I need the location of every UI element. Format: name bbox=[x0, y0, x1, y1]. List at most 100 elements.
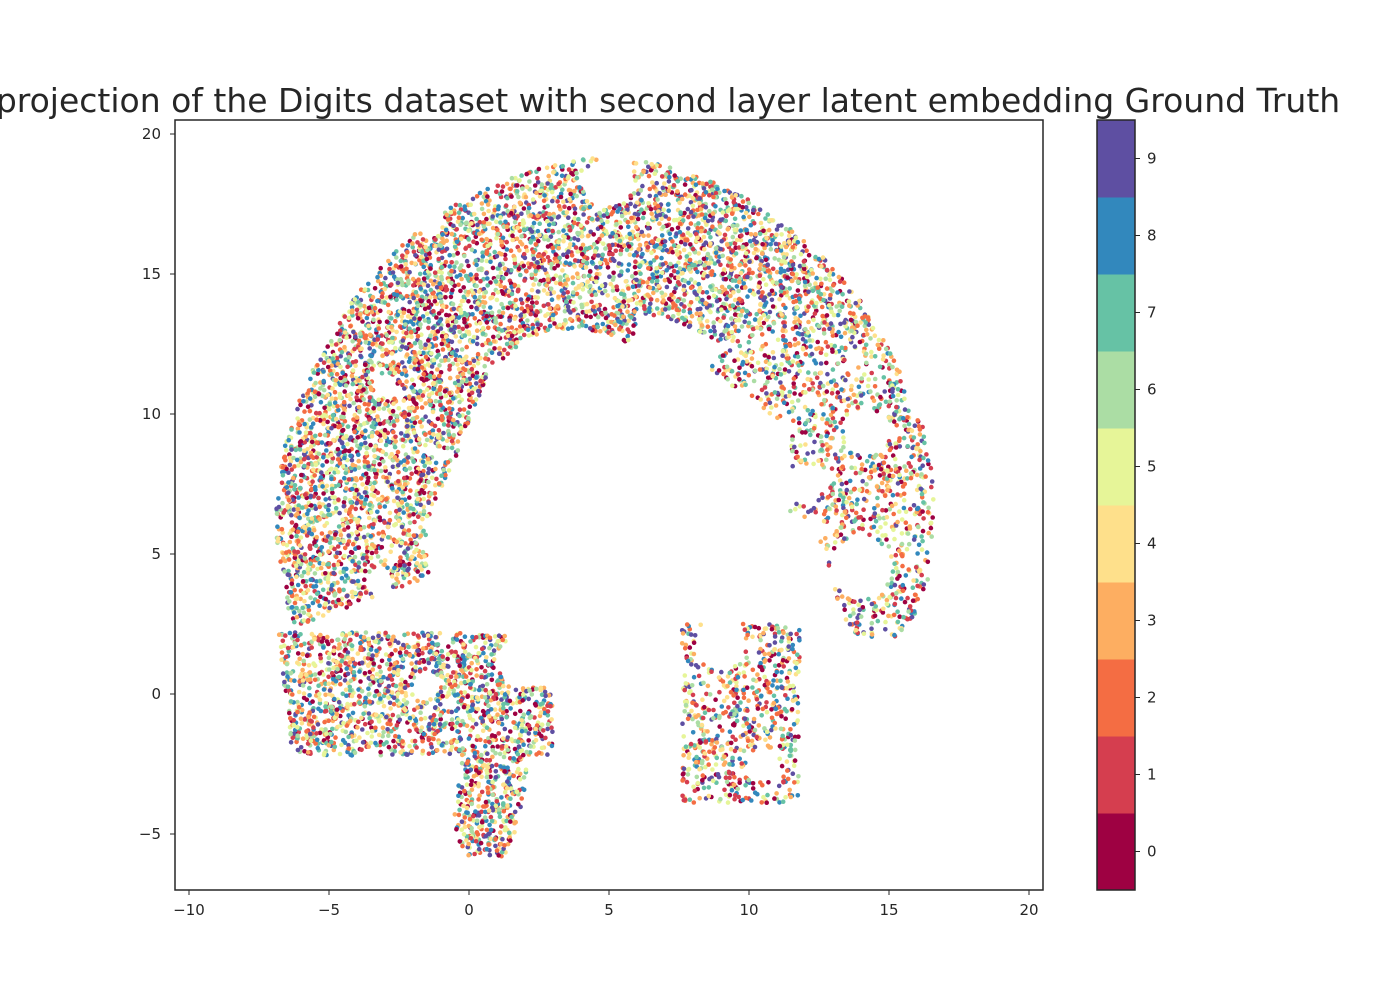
scatter-point bbox=[566, 215, 571, 220]
scatter-point bbox=[332, 744, 338, 749]
scatter-point bbox=[773, 403, 779, 408]
scatter-point bbox=[483, 743, 488, 749]
scatter-point bbox=[295, 529, 301, 534]
scatter-point bbox=[667, 165, 673, 170]
scatter-point bbox=[447, 264, 453, 269]
scatter-point bbox=[539, 182, 545, 187]
scatter-point bbox=[439, 270, 445, 276]
scatter-point bbox=[790, 642, 796, 648]
scatter-point bbox=[566, 295, 571, 300]
scatter-point bbox=[354, 307, 360, 313]
scatter-point bbox=[394, 329, 399, 335]
scatter-point bbox=[521, 332, 527, 338]
scatter-point bbox=[903, 573, 909, 578]
scatter-point bbox=[342, 545, 348, 551]
scatter-point bbox=[911, 578, 916, 583]
scatter-point bbox=[706, 785, 712, 790]
scatter-point bbox=[356, 426, 362, 431]
scatter-point bbox=[588, 229, 593, 235]
scatter-point bbox=[339, 414, 344, 420]
scatter-point bbox=[681, 247, 687, 253]
scatter-point bbox=[709, 741, 714, 747]
scatter-point bbox=[297, 447, 303, 452]
scatter-point bbox=[535, 253, 541, 259]
scatter-point bbox=[905, 616, 910, 622]
scatter-point bbox=[887, 441, 893, 447]
scatter-point bbox=[485, 186, 491, 192]
scatter-point bbox=[662, 181, 667, 186]
scatter-point bbox=[786, 644, 791, 649]
scatter-point bbox=[497, 346, 502, 351]
scatter-point bbox=[795, 331, 801, 336]
scatter-point bbox=[794, 501, 799, 507]
scatter-point bbox=[529, 300, 535, 305]
scatter-point bbox=[307, 685, 312, 691]
scatter-point bbox=[758, 637, 763, 643]
scatter-point bbox=[921, 586, 926, 592]
scatter-point bbox=[462, 367, 468, 373]
scatter-point bbox=[797, 504, 803, 509]
scatter-point bbox=[780, 385, 785, 390]
scatter-point bbox=[698, 622, 703, 628]
scatter-point bbox=[756, 211, 761, 217]
scatter-point bbox=[725, 227, 731, 232]
scatter-point bbox=[543, 735, 548, 741]
scatter-point bbox=[545, 752, 550, 757]
scatter-point bbox=[302, 463, 307, 469]
scatter-point bbox=[903, 520, 909, 525]
scatter-point bbox=[914, 487, 920, 493]
scatter-point bbox=[356, 338, 362, 344]
scatter-point bbox=[792, 311, 797, 316]
scatter-point bbox=[864, 327, 869, 333]
scatter-point bbox=[310, 479, 315, 484]
scatter-point bbox=[795, 398, 801, 403]
scatter-point bbox=[711, 707, 716, 713]
scatter-point bbox=[862, 467, 868, 473]
scatter-point bbox=[464, 324, 470, 329]
scatter-point bbox=[772, 256, 777, 261]
scatter-point bbox=[814, 375, 820, 381]
scatter-point bbox=[626, 286, 631, 291]
scatter-point bbox=[707, 749, 712, 755]
scatter-point bbox=[755, 360, 761, 366]
scatter-point bbox=[516, 284, 521, 289]
scatter-point bbox=[550, 228, 555, 234]
scatter-point bbox=[399, 677, 405, 683]
scatter-point bbox=[583, 265, 589, 270]
scatter-point bbox=[917, 567, 923, 573]
scatter-point bbox=[503, 256, 508, 262]
scatter-point bbox=[804, 248, 809, 253]
scatter-point bbox=[900, 582, 906, 588]
scatter-point bbox=[458, 430, 463, 435]
scatter-point bbox=[546, 173, 551, 179]
scatter-point bbox=[338, 681, 343, 687]
scatter-point bbox=[380, 733, 386, 739]
scatter-point bbox=[607, 205, 612, 210]
scatter-point bbox=[469, 247, 475, 252]
scatter-point bbox=[853, 510, 859, 516]
scatter-point bbox=[360, 482, 365, 487]
scatter-point bbox=[387, 471, 393, 477]
scatter-point bbox=[556, 294, 561, 300]
scatter-point bbox=[606, 324, 612, 330]
scatter-point bbox=[448, 205, 454, 211]
scatter-point bbox=[719, 704, 725, 709]
scatter-point bbox=[747, 214, 752, 220]
scatter-point bbox=[478, 278, 483, 284]
scatter-point bbox=[762, 726, 767, 731]
scatter-point bbox=[681, 308, 686, 314]
scatter-point bbox=[858, 598, 863, 604]
scatter-point bbox=[722, 188, 727, 194]
scatter-point bbox=[735, 695, 740, 700]
scatter-point bbox=[737, 343, 743, 349]
scatter-point bbox=[687, 797, 693, 802]
scatter-point bbox=[835, 596, 840, 601]
scatter-point bbox=[778, 709, 784, 715]
scatter-point bbox=[749, 393, 755, 399]
scatter-point bbox=[420, 516, 425, 522]
scatter-point bbox=[405, 460, 410, 465]
scatter-point bbox=[578, 263, 584, 269]
scatter-point bbox=[806, 509, 811, 515]
scatter-point bbox=[512, 204, 517, 210]
scatter-point bbox=[335, 580, 340, 585]
